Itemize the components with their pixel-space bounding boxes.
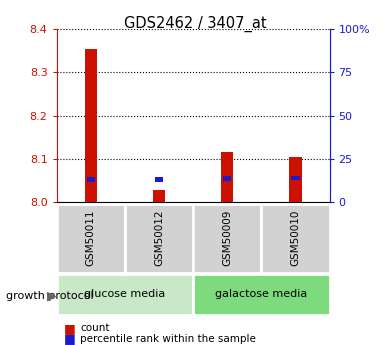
- Bar: [261, 204, 330, 273]
- Text: GSM50009: GSM50009: [222, 210, 232, 266]
- Bar: [291, 176, 300, 180]
- Bar: [193, 204, 261, 273]
- Bar: [193, 274, 330, 315]
- Text: GSM50011: GSM50011: [86, 210, 96, 266]
- Text: galactose media: galactose media: [215, 289, 307, 299]
- Bar: [57, 274, 193, 315]
- Text: growth protocol: growth protocol: [6, 291, 94, 300]
- Bar: [289, 157, 301, 202]
- Bar: [125, 204, 193, 273]
- Bar: [153, 190, 165, 202]
- Bar: [85, 49, 97, 202]
- Text: glucose media: glucose media: [84, 289, 165, 299]
- Text: GSM50010: GSM50010: [291, 210, 300, 266]
- Text: GSM50012: GSM50012: [154, 210, 164, 266]
- Text: ■: ■: [64, 322, 76, 335]
- Text: count: count: [80, 324, 110, 333]
- Bar: [221, 152, 233, 202]
- Text: GDS2462 / 3407_at: GDS2462 / 3407_at: [124, 16, 266, 32]
- Text: ■: ■: [64, 332, 76, 345]
- Bar: [87, 177, 95, 181]
- Text: ▶: ▶: [47, 289, 57, 302]
- Bar: [57, 204, 125, 273]
- Bar: [223, 176, 231, 181]
- Bar: [155, 177, 163, 182]
- Text: percentile rank within the sample: percentile rank within the sample: [80, 334, 256, 344]
